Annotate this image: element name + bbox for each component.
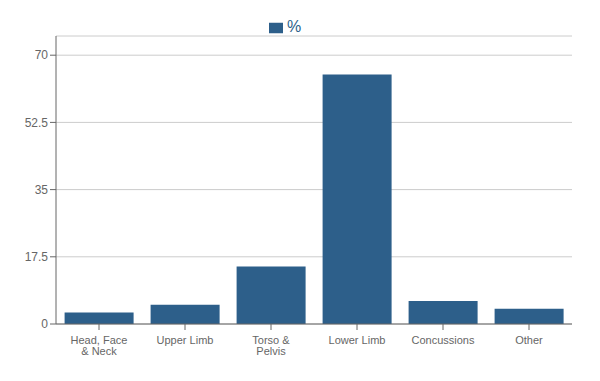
svg-text:17.5: 17.5: [25, 250, 49, 264]
svg-text:Head, Face& Neck: Head, Face& Neck: [71, 334, 128, 357]
svg-text:Other: Other: [515, 334, 543, 346]
svg-text:Lower Limb: Lower Limb: [329, 334, 386, 346]
svg-text:52.5: 52.5: [25, 116, 49, 130]
svg-text:Torso &Pelvis: Torso &Pelvis: [252, 334, 290, 357]
svg-text:Upper Limb: Upper Limb: [157, 334, 214, 346]
svg-text:0: 0: [41, 317, 48, 331]
svg-text:70: 70: [35, 48, 49, 62]
svg-text:Concussions: Concussions: [412, 334, 475, 346]
svg-text:35: 35: [35, 183, 49, 197]
